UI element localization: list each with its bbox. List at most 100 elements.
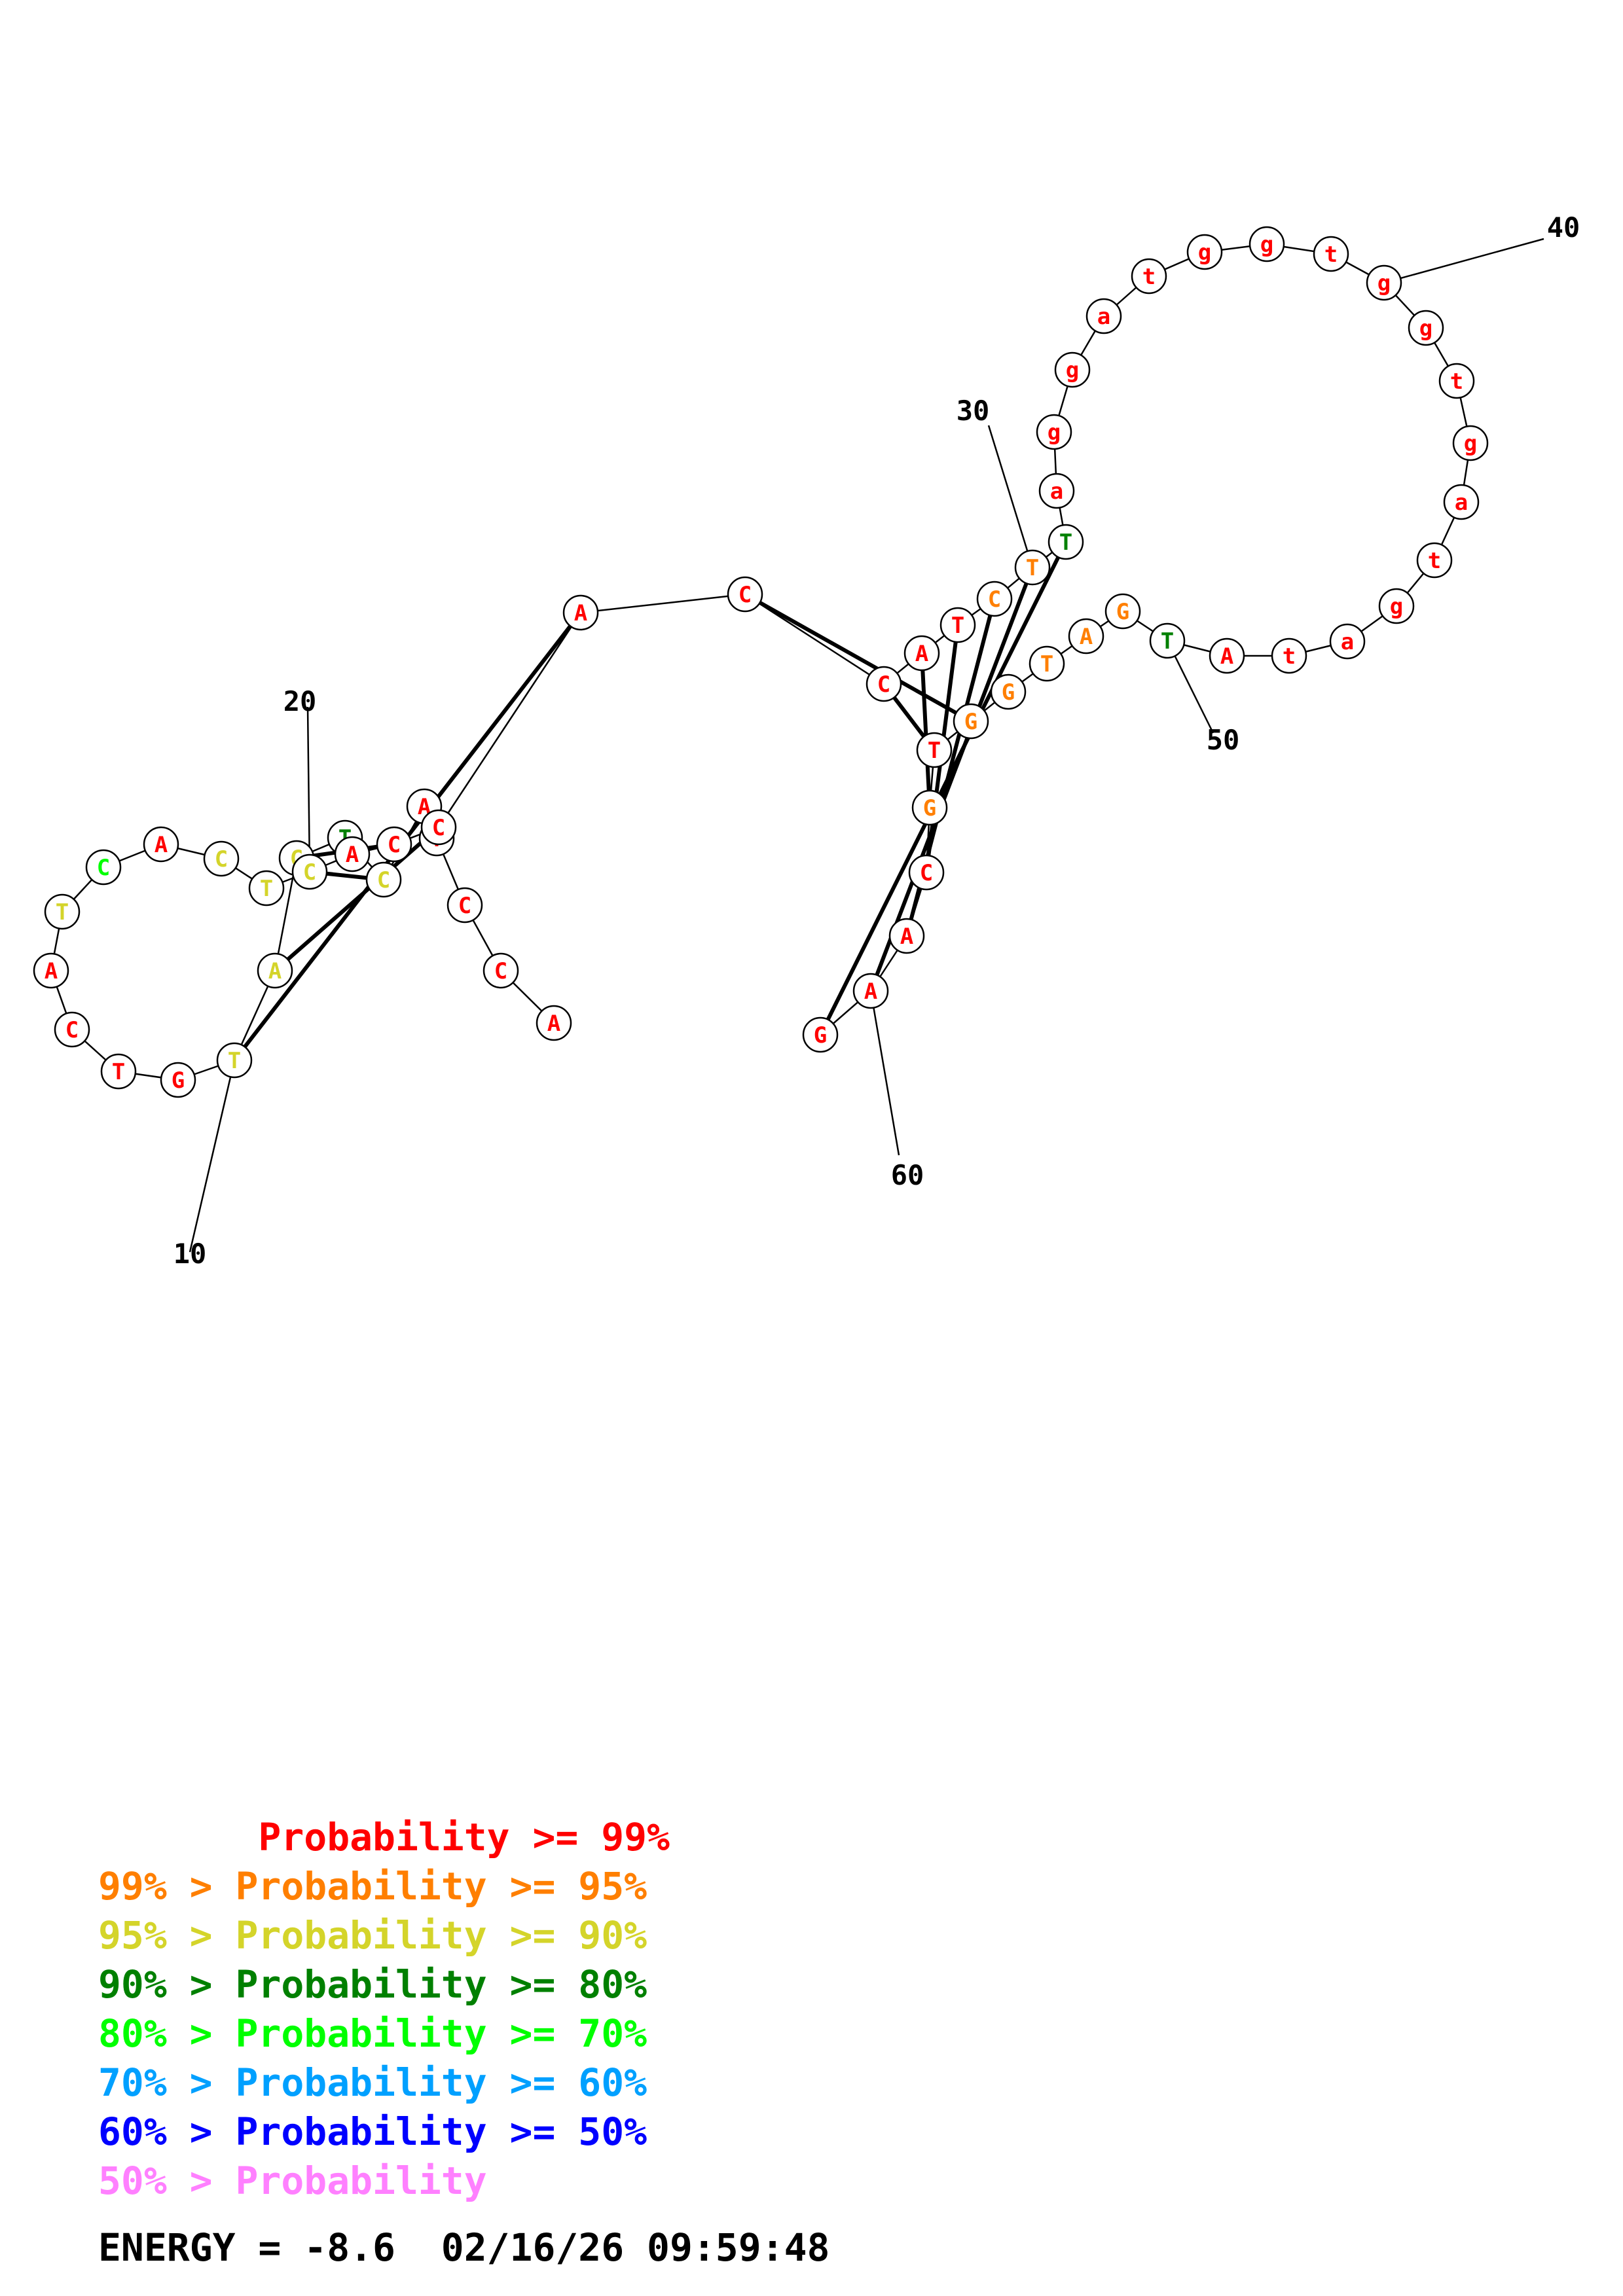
nucleotide-circle <box>143 826 179 863</box>
position-tick <box>987 425 1034 568</box>
nucleotide-letter: C <box>388 832 401 858</box>
nucleotide-circle <box>1416 542 1453 579</box>
nucleotide-circle <box>888 918 925 954</box>
nucleotide-circle <box>536 1005 572 1041</box>
nucleotide: A <box>536 1005 572 1041</box>
nucleotide: G <box>1104 593 1141 630</box>
position-label: 60 <box>891 1159 924 1191</box>
nucleotide-circle <box>916 732 953 768</box>
base-pair-bond <box>869 566 1034 992</box>
nucleotide-letter: g <box>1260 232 1273 258</box>
nucleotide-letter: T <box>112 1059 125 1085</box>
nucleotide-letter: g <box>1464 431 1477 457</box>
nucleotide: G <box>953 703 989 740</box>
nucleotide-circle <box>248 870 285 906</box>
nucleotide-letter: g <box>1198 240 1211 266</box>
nucleotide-letter: C <box>877 672 890 698</box>
position-tick-layer: 10 20 30 40 50 60 <box>173 211 1580 1270</box>
nucleotide-circle <box>1149 622 1186 659</box>
nucleotide-circle <box>1378 588 1415 624</box>
nucleotide-circle <box>100 1053 137 1090</box>
nucleotide: g <box>1366 264 1402 301</box>
nucleotide-letter: T <box>928 738 941 764</box>
nucleotide-letter: g <box>1048 420 1061 446</box>
nucleotide: A <box>334 836 371 872</box>
nucleotide-circle <box>562 594 599 631</box>
position-tick <box>306 706 311 872</box>
position-tick <box>1383 238 1544 284</box>
nucleotide-letter: t <box>1142 264 1156 290</box>
nucleotide-letter: A <box>915 641 928 667</box>
nucleotide-letter: G <box>814 1022 827 1049</box>
nucleotide-letter: G <box>172 1067 185 1094</box>
nucleotide-letter: A <box>547 1011 560 1037</box>
nucleotide-circle <box>1443 484 1480 520</box>
nucleotide: A <box>903 635 940 672</box>
legend-row: 50% > Probability <box>98 2159 487 2203</box>
nucleotide-letter: G <box>964 709 977 735</box>
nucleotide-circle <box>866 666 902 702</box>
nucleotide: G <box>160 1062 196 1098</box>
nucleotide-circle <box>1271 637 1307 674</box>
nucleotide: t <box>1313 236 1349 272</box>
nucleotide: A <box>888 918 925 954</box>
nucleotide: A <box>257 952 293 989</box>
nucleotide: T <box>1048 524 1084 560</box>
nucleotide-letter: a <box>1455 490 1468 516</box>
nucleotide-circle <box>365 861 402 898</box>
nucleotide: C <box>420 809 457 846</box>
nucleotide: C <box>976 581 1013 617</box>
base-pair-bond <box>744 592 972 723</box>
nucleotide: A <box>143 826 179 863</box>
position-label: 10 <box>173 1238 207 1270</box>
nucleotide: C <box>203 840 240 877</box>
nucleotide: g <box>1054 351 1091 388</box>
nucleotide-letter: a <box>1097 304 1110 330</box>
nucleotide-circle <box>908 854 945 891</box>
nucleotide-circle <box>939 607 976 643</box>
nucleotide-letter: A <box>268 958 282 984</box>
nucleotide-letter: C <box>97 855 110 881</box>
legend-row: 80% > Probability >= 70% <box>98 2011 647 2056</box>
nucleotide: T <box>1149 622 1186 659</box>
nucleotide-letter: T <box>1026 555 1039 581</box>
legend-row: 70% > Probability >= 60% <box>98 2060 647 2105</box>
nucleotide: a <box>1038 473 1075 509</box>
nucleotide-letter: T <box>1040 651 1053 677</box>
nucleotide: T <box>216 1042 253 1079</box>
nucleotide-circle <box>1408 310 1444 346</box>
nucleotide: T <box>1014 549 1051 586</box>
nucleotide-letter: t <box>1324 242 1338 268</box>
nucleotide: a <box>1329 623 1366 660</box>
nucleotide-letter: G <box>1002 679 1015 706</box>
nucleotide-circle <box>1438 363 1475 399</box>
legend-row: 60% > Probability >= 50% <box>98 2109 647 2154</box>
nucleotide-circle <box>1085 298 1122 334</box>
nucleotide-letter: C <box>494 958 507 984</box>
nucleotide-circle <box>1209 637 1245 674</box>
nucleotide-circle <box>1054 351 1091 388</box>
nucleotide-circle <box>911 789 948 826</box>
nucleotide-letter: T <box>1161 628 1174 655</box>
nucleotide-circle <box>903 635 940 672</box>
nucleotide-circle <box>1313 236 1349 272</box>
nucleotide-circle <box>1366 264 1402 301</box>
nucleotide-letter: C <box>65 1017 79 1043</box>
nucleotide: t <box>1131 258 1167 295</box>
nucleotide: C <box>376 826 412 863</box>
nucleotide-circle <box>44 893 81 930</box>
position-label: 50 <box>1207 724 1240 756</box>
nucleotide: G <box>802 1016 839 1053</box>
nucleotide: C <box>54 1011 90 1048</box>
nucleotide-circle <box>420 809 457 846</box>
nucleotide: C <box>908 854 945 891</box>
probability-legend: Probability >= 99% 99% > Probability >= 9… <box>98 1813 670 2206</box>
nucleotide: t <box>1416 542 1453 579</box>
nucleotide-letter: g <box>1390 594 1403 620</box>
base-pair-bond <box>920 653 932 808</box>
nucleotide-circle <box>334 836 371 872</box>
nucleotide-letter: T <box>1059 529 1072 556</box>
nucleotide-circle <box>1104 593 1141 630</box>
nucleotide-letter: C <box>920 860 933 886</box>
